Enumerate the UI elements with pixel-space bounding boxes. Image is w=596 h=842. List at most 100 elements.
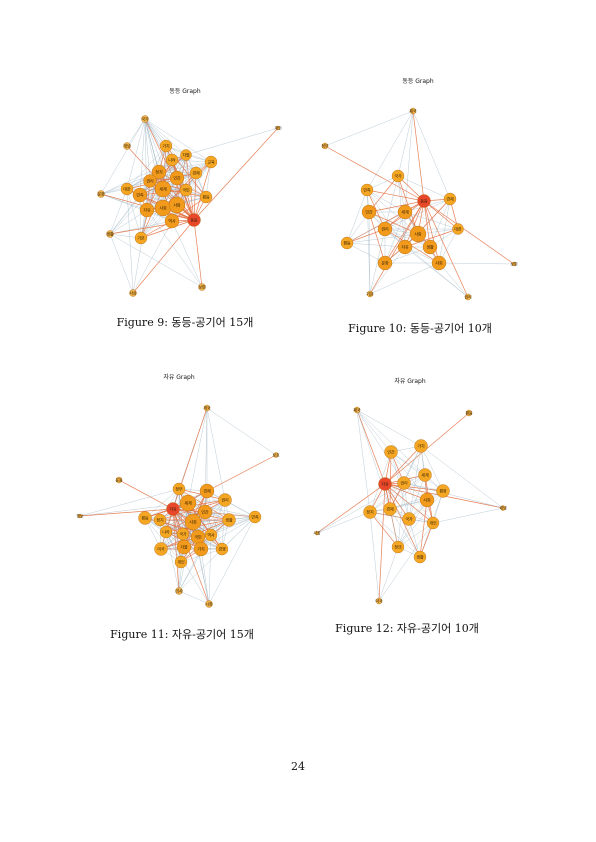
graph-edge (316, 483, 386, 534)
graph-node: 역사 (164, 213, 180, 229)
graph-node-circle (413, 550, 427, 564)
graph-edge (369, 511, 380, 602)
graph-node: 세계 (179, 494, 197, 512)
graph-edge (144, 488, 180, 519)
graph-node-label: 자율 (180, 543, 188, 549)
graph-edge (165, 531, 210, 605)
graph-edge (346, 242, 406, 248)
graph-node: 개념 (499, 504, 507, 511)
graph-node: 문화 (97, 190, 105, 198)
graph-node-circle (168, 196, 186, 214)
graph-node-label: 권리 (221, 496, 229, 502)
graph-node-circle (153, 513, 167, 527)
graph-edge (316, 482, 405, 534)
graph-node-circle (419, 492, 435, 508)
graph-edge (132, 220, 173, 294)
graph-node: 사상 (129, 289, 137, 297)
graph-node-label: 생활 (426, 243, 434, 249)
graph-edge (324, 145, 425, 202)
graph-node-circle (222, 513, 236, 527)
graph-node-label: 인간 (173, 174, 181, 180)
graph-edge (408, 474, 426, 520)
graph-edge (384, 228, 431, 248)
graph-node-label: 생활 (416, 553, 424, 559)
graph-title: 동등 Graph (169, 88, 201, 95)
graph-node-label: 기본 (366, 290, 374, 296)
graph-node-circle (378, 477, 392, 491)
graph-node-label: 동등 (420, 198, 428, 203)
graph-edge (369, 511, 421, 558)
graph-node-circle (164, 213, 180, 229)
graph-edge (182, 519, 230, 535)
graph-node-label: 권리 (400, 479, 408, 485)
graph-node-label: 평등 (343, 239, 351, 245)
graph-edge (172, 508, 180, 592)
graph-edge (193, 219, 203, 288)
graph-edge (397, 110, 414, 177)
graph-node-label: 미국 (375, 597, 383, 603)
graph-title: 자유 Graph (394, 378, 426, 385)
graph-node-circle (154, 542, 168, 556)
graph-node-label: 사상 (313, 529, 321, 535)
graph-node-label: 권리 (146, 177, 154, 183)
graph-edge (419, 499, 428, 558)
graph-node-label: 나라 (162, 528, 170, 534)
graph-node-label: 개인 (274, 124, 282, 130)
graph-edge (356, 409, 386, 485)
graph-node: 대한 (120, 182, 134, 196)
graph-node-label: 국가 (179, 530, 187, 536)
graph-edge (384, 483, 428, 501)
graph-node: 국가 (391, 169, 405, 183)
graph-node: 운동 (115, 476, 123, 484)
graph-node-label: 사람 (414, 230, 422, 236)
graph-node-circle (199, 190, 213, 204)
graph-node: 생활 (106, 230, 114, 238)
graph-edge (206, 407, 226, 501)
graph-node-circle (436, 484, 450, 498)
graph-node-circle (409, 107, 417, 115)
graph-edge (109, 233, 203, 288)
graph-edge (200, 548, 210, 605)
graph-edge (206, 407, 277, 456)
graph-node: 제국 (409, 107, 417, 115)
graph-edge (356, 409, 422, 447)
graph-edge (420, 445, 444, 492)
graph-node-circle (418, 468, 432, 482)
graph-node: 자율 (176, 539, 192, 555)
graph-node-label: 정부 (175, 485, 183, 491)
graph-node-label: 가치 (162, 142, 170, 148)
graph-node-label: 인간 (201, 508, 209, 514)
graph-node: 민족 (132, 187, 148, 203)
graph-node: 대한 (452, 223, 464, 235)
graph-edge (378, 546, 399, 602)
figure-caption: Figure 9: 동등-공기어 15개 (116, 316, 254, 329)
graph-node-circle (193, 541, 209, 557)
graph-node-circle (141, 115, 149, 123)
graph-node-circle (397, 476, 411, 490)
graph-node-label: 평등 (141, 514, 149, 520)
graph-node-label: 국민 (182, 186, 190, 192)
graph-node-circle (500, 505, 506, 511)
graph-node: 차별 (180, 149, 192, 161)
graph-edge (369, 482, 405, 513)
graph-node: 사회 (419, 492, 435, 508)
graph-node-label: 동등 (190, 217, 198, 222)
graph-node-circle (464, 293, 472, 301)
graph-edge (368, 200, 425, 213)
graph-node-circle (215, 542, 229, 556)
graph-node: 보호 (272, 452, 280, 458)
graph-edge (438, 262, 515, 265)
graph-edge (146, 209, 203, 288)
edges-layer (316, 409, 504, 602)
graph-edge (423, 200, 440, 264)
graph-node-circle (154, 180, 172, 198)
graph-node-label: 경제 (446, 195, 454, 201)
graph-edge (384, 445, 422, 485)
graph-node-circle (77, 513, 83, 519)
graph-node-label: 경제 (192, 169, 200, 175)
graph-node-circle (218, 493, 232, 507)
